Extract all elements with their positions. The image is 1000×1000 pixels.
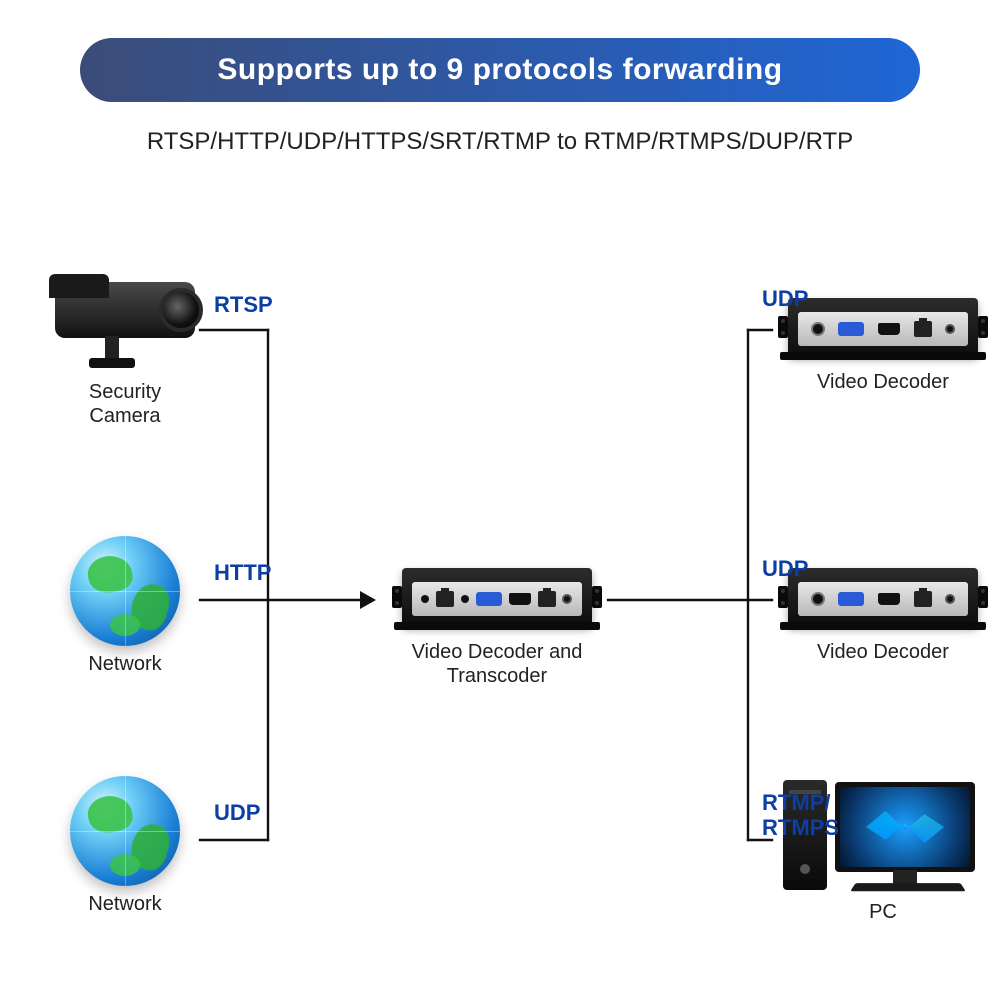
security-camera-icon [55,282,195,338]
title-text: Supports up to 9 protocols forwarding [217,53,782,87]
output-decoder1-label: Video Decoder [778,370,988,394]
transcoder-device-icon [402,568,592,626]
globe-icon [70,776,180,886]
title-banner: Supports up to 9 protocols forwarding [80,38,920,102]
center-transcoder: Video Decoder and Transcoder [392,568,602,688]
output-decoder2-label: Video Decoder [778,640,988,664]
decoder-device-icon [788,298,978,356]
proto-rtsp: RTSP [214,292,273,317]
input-camera-label: SecurityCamera [40,380,210,428]
decoder-device-icon [788,568,978,626]
input-camera: SecurityCamera [40,282,210,428]
proto-http: HTTP [214,560,271,585]
input-network-1: Network [50,536,200,676]
center-label: Video Decoder and Transcoder [392,640,602,688]
proto-udp-out-1: UDP [762,286,808,311]
proto-rtmp: RTMP/RTMPS [762,790,839,841]
input-network1-label: Network [50,652,200,676]
output-decoder-2: Video Decoder [778,568,988,664]
subtitle-text: RTSP/HTTP/UDP/HTTPS/SRT/RTMP to RTMP/RTM… [147,128,853,155]
output-pc-label: PC [778,900,988,924]
proto-udp-in: UDP [214,800,260,825]
globe-icon [70,536,180,646]
input-network2-label: Network [50,892,200,916]
subtitle: RTSP/HTTP/UDP/HTTPS/SRT/RTMP to RTMP/RTM… [0,128,1000,156]
proto-udp-out-2: UDP [762,556,808,581]
input-network-2: Network [50,776,200,916]
output-decoder-1: Video Decoder [778,298,988,394]
